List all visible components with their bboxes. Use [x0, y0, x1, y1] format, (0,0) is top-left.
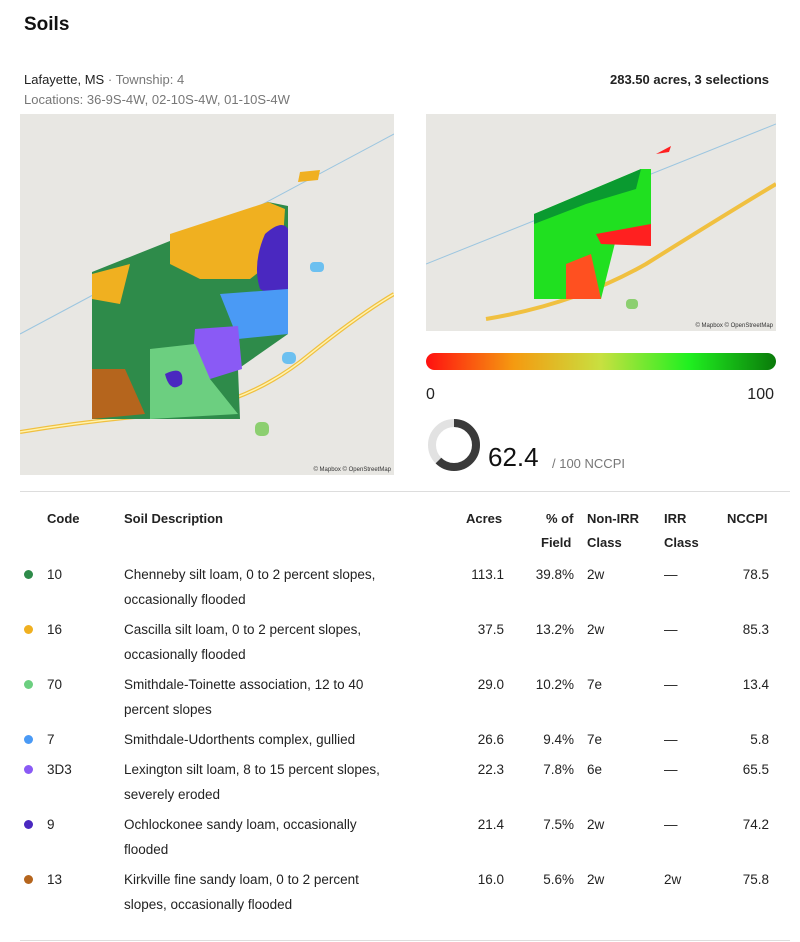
soil-description: Kirkville fine sandy loam, 0 to 2 percen…	[124, 867, 424, 917]
soil-irr-class: —	[664, 567, 678, 582]
soil-nccpi: 74.2	[742, 817, 769, 832]
legend-max: 100	[747, 386, 774, 403]
soil-description-line1: Ochlockonee sandy loam, occasionally	[124, 817, 357, 832]
header-nonirr: Non-IRR	[587, 511, 639, 526]
soil-acres: 26.6	[477, 732, 504, 747]
soil-description-line2: occasionally flooded	[124, 647, 246, 662]
soil-pct-field: 13.2%	[535, 622, 574, 637]
soil-nccpi: 65.5	[742, 762, 769, 777]
header-nccpi: NCCPI	[727, 511, 768, 526]
nccpi-score-suffix: / 100 NCCPI	[552, 456, 625, 471]
soil-nonirr-class: 2w	[587, 622, 605, 637]
nccpi-score: 62.4	[488, 442, 539, 472]
soil-irr-class: —	[664, 762, 678, 777]
soil-map[interactable]: © Mapbox © OpenStreetMap	[20, 114, 394, 475]
legend-min: 0	[426, 386, 435, 403]
header-irr-2: Class	[664, 535, 699, 550]
soil-description: Smithdale-Udorthents complex, gullied	[124, 727, 424, 752]
soil-nccpi: 78.5	[742, 567, 769, 582]
soil-description: Ochlockonee sandy loam, occasionally floo…	[124, 812, 424, 862]
header-acres: Acres	[466, 511, 503, 526]
soil-pct-field: 9.4%	[543, 732, 574, 747]
soil-code: 3D3	[47, 762, 72, 777]
nccpi-map-graphic	[426, 123, 776, 321]
soil-color-dot	[24, 765, 33, 774]
page-title: Soils	[24, 14, 70, 35]
soil-description: Chenneby silt loam, 0 to 2 percent slope…	[124, 562, 424, 612]
soil-irr-class: —	[664, 677, 678, 692]
soil-nonirr-class: 2w	[587, 817, 605, 832]
soil-description-line2: slopes, occasionally flooded	[124, 897, 293, 912]
soil-acres: 22.3	[477, 762, 504, 777]
soil-pct-field: 7.8%	[543, 762, 574, 777]
soil-nccpi: 85.3	[742, 622, 769, 637]
location-line: Lafayette, MS · Township: 4	[24, 72, 185, 87]
soil-pct-field: 7.5%	[543, 817, 574, 832]
header-pct: % of	[546, 511, 574, 526]
soil-description-line1: Smithdale-Toinette association, 12 to 40	[124, 677, 364, 692]
divider	[20, 940, 790, 941]
divider	[20, 491, 790, 492]
soil-description: Lexington silt loam, 8 to 15 percent slo…	[124, 757, 424, 807]
soil-pct-field: 39.8%	[535, 567, 574, 582]
soil-color-dot	[24, 625, 33, 634]
soil-nonirr-class: 6e	[587, 762, 603, 777]
soil-pct-field: 10.2%	[535, 677, 574, 692]
soil-irr-class: —	[664, 622, 678, 637]
soil-description-line1: Lexington silt loam, 8 to 15 percent slo…	[124, 762, 380, 777]
header-pct-2: Field	[541, 535, 572, 550]
nccpi-donut	[428, 419, 480, 471]
locations: Locations: 36-9S-4W, 02-10S-4W, 01-10S-4…	[24, 92, 290, 107]
soil-nonirr-class: 7e	[587, 677, 603, 692]
soil-description-line1: Kirkville fine sandy loam, 0 to 2 percen…	[124, 872, 359, 887]
soil-pct-field: 5.6%	[543, 872, 574, 887]
soil-color-dot	[24, 570, 33, 579]
soil-nccpi: 5.8	[750, 732, 769, 747]
soil-acres: 37.5	[477, 622, 504, 637]
soil-acres: 113.1	[471, 567, 504, 582]
soil-nonirr-class: 7e	[587, 732, 603, 747]
soil-description-line2: percent slopes	[124, 702, 212, 717]
soil-color-dot	[24, 820, 33, 829]
soil-code: 16	[47, 622, 63, 637]
nccpi-map[interactable]: © Mapbox © OpenStreetMap	[426, 114, 776, 331]
soil-code: 7	[47, 732, 55, 747]
nccpi-gradient-legend	[426, 353, 776, 370]
header-description: Soil Description	[124, 511, 223, 526]
soil-description-line1: Chenneby silt loam, 0 to 2 percent slope…	[124, 567, 376, 582]
soil-description-line1: Smithdale-Udorthents complex, gullied	[124, 732, 356, 747]
soil-acres: 29.0	[477, 677, 504, 692]
header-code: Code	[47, 511, 80, 526]
soil-acres: 21.4	[477, 817, 504, 832]
soil-acres: 16.0	[477, 872, 504, 887]
soil-nccpi: 75.8	[742, 872, 769, 887]
soil-color-dot	[24, 875, 33, 884]
soil-nonirr-class: 2w	[587, 567, 605, 582]
soil-color-dot	[24, 735, 33, 744]
soil-description: Cascilla silt loam, 0 to 2 percent slope…	[124, 617, 424, 667]
soil-nccpi: 13.4	[742, 677, 769, 692]
soil-code: 10	[47, 567, 63, 582]
soil-irr-class: —	[664, 817, 678, 832]
acreage-summary: 283.50 acres, 3 selections	[609, 72, 769, 87]
soil-map-graphic	[20, 133, 394, 436]
map-attribution: © Mapbox © OpenStreetMap	[313, 467, 391, 473]
soil-description: Smithdale-Toinette association, 12 to 40…	[124, 672, 424, 722]
soil-description-line2: flooded	[124, 842, 169, 857]
soil-description-line2: severely eroded	[124, 787, 221, 802]
soil-description-line1: Cascilla silt loam, 0 to 2 percent slope…	[124, 622, 362, 637]
soil-irr-class: —	[664, 732, 678, 747]
header-irr: IRR	[664, 511, 687, 526]
soil-code: 9	[47, 817, 55, 832]
map-attribution: © Mapbox © OpenStreetMap	[695, 323, 773, 329]
soil-description-line2: occasionally flooded	[124, 592, 246, 607]
soil-color-dot	[24, 680, 33, 689]
soil-code: 13	[47, 872, 63, 887]
county: Lafayette, MS	[24, 72, 105, 87]
township: Township: 4	[115, 72, 185, 87]
soil-irr-class: 2w	[664, 872, 682, 887]
soil-nonirr-class: 2w	[587, 872, 605, 887]
soil-code: 70	[47, 677, 63, 692]
header-nonirr-2: Class	[587, 535, 622, 550]
